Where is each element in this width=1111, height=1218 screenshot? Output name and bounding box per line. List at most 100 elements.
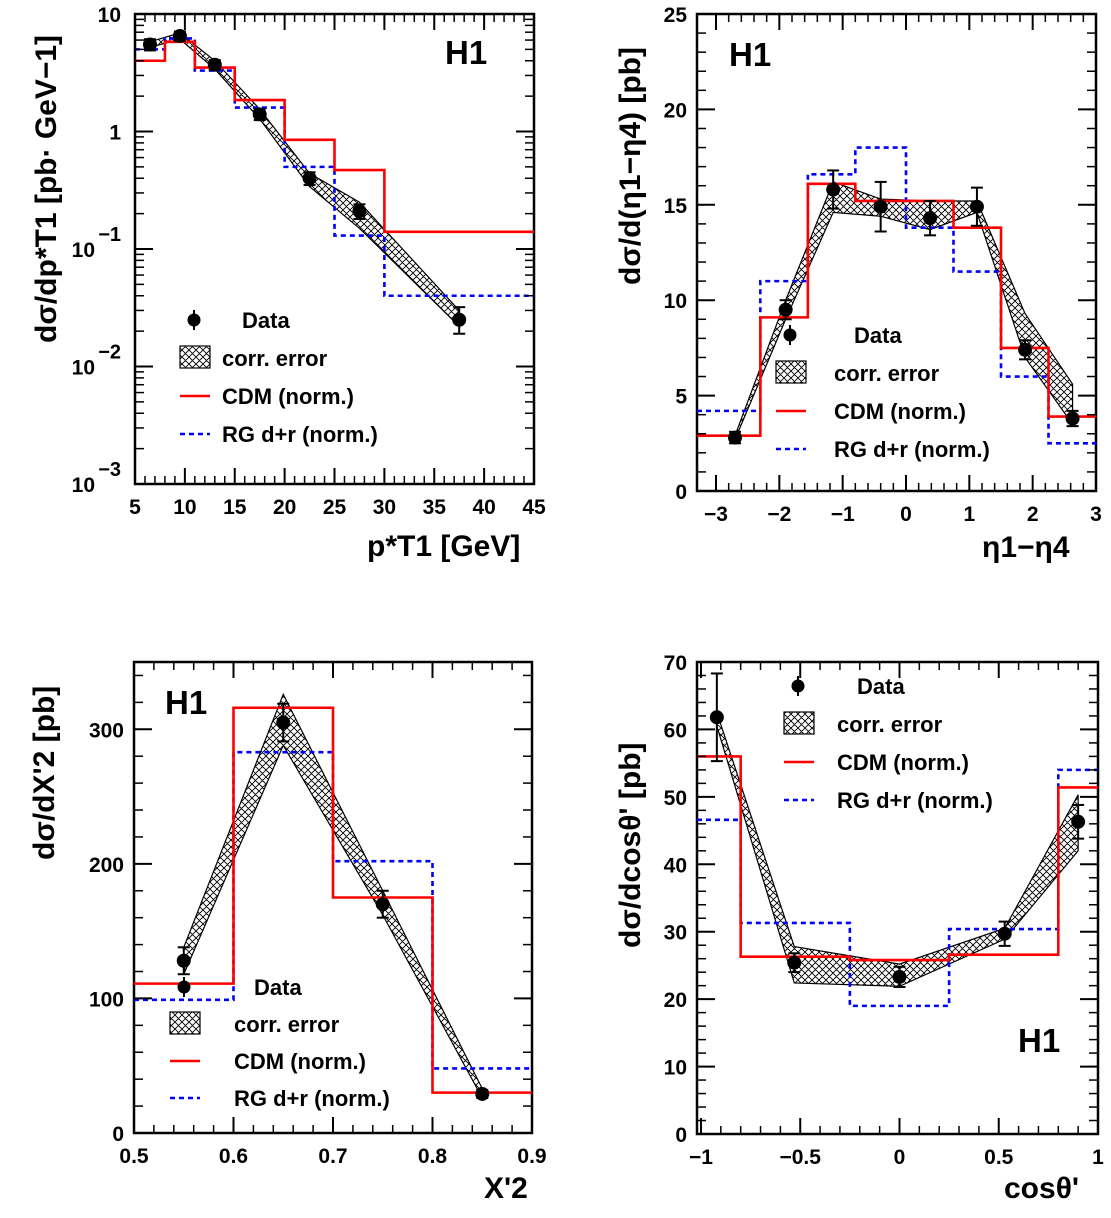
data-point	[352, 203, 367, 221]
legend-label-rg: RG d+r (norm.)	[222, 422, 378, 447]
data-marker	[375, 897, 390, 912]
y-tick-label: 15	[664, 195, 688, 218]
x-tick-label: −0.5	[779, 1146, 821, 1169]
x-tick-label: 3	[1090, 503, 1102, 526]
data-marker	[997, 926, 1012, 941]
rg-histogram-group	[697, 146, 1096, 445]
x-tick-label: 1	[1092, 1146, 1104, 1169]
y-axis-title: dσ/d(η1−η4) [pb]	[614, 47, 647, 285]
data-point	[778, 299, 793, 321]
data-marker	[892, 969, 907, 984]
cdm-histogram	[697, 182, 1096, 437]
y-tick-label: 10	[72, 474, 95, 497]
y-tick-label: 10	[98, 4, 121, 27]
x-tick-label: 30	[373, 496, 396, 519]
data-point	[176, 946, 191, 976]
data-point	[923, 199, 938, 237]
data-point	[302, 171, 317, 187]
legend-entry-cdm: CDM (norm.)	[784, 750, 969, 775]
legend-entry-corr-error: corr. error	[775, 360, 940, 386]
corr-error-band-group	[716, 712, 1079, 987]
legend-entry-rg: RG d+r (norm.)	[180, 422, 378, 447]
x-tick-label: 35	[423, 496, 447, 519]
h1-label: H1	[445, 34, 487, 71]
cdm-histogram	[697, 755, 1098, 962]
ticks-group: 0.5 0.6 0.7 0.8 0.9 0 100 200 300	[89, 662, 547, 1168]
legend: Data corr. error CDM (norm.) RG d+r (norm.)	[775, 323, 990, 462]
data-point	[207, 57, 222, 72]
legend-label-data: Data	[242, 308, 290, 333]
data-marker	[475, 1086, 490, 1101]
data-marker	[826, 182, 841, 197]
h1-label: H1	[165, 684, 207, 721]
x-axis-title: η1−η4	[982, 531, 1070, 564]
x-tick-label: −2	[767, 503, 791, 526]
y-tick-label: 1	[109, 122, 121, 145]
legend: Data corr. error CDM (norm.) RG d+r (norm.)	[783, 674, 993, 813]
legend-entry-rg: RG d+r (norm.)	[784, 788, 993, 813]
x-tick-label: 45	[522, 496, 546, 519]
legend-label-cdm: CDM (norm.)	[834, 399, 966, 424]
x-tick-label: 0.9	[517, 1145, 546, 1168]
x-tick-label: 0.6	[219, 1145, 248, 1168]
legend: Data corr. error CDM (norm.) RG d+r (norm.)	[179, 308, 378, 447]
data-point	[452, 306, 467, 335]
data-point	[375, 889, 390, 919]
data-point	[892, 965, 907, 989]
x-tick-label: 2	[1027, 503, 1039, 526]
legend-label-rg: RG d+r (norm.)	[234, 1086, 390, 1111]
data-points-group	[142, 28, 467, 335]
data-point	[826, 169, 841, 210]
rg-histogram	[697, 146, 1096, 445]
y-tick-label: 0	[112, 1123, 124, 1146]
legend-label-data: Data	[254, 975, 302, 1000]
x-axis-title: X'2	[484, 1172, 528, 1205]
h1-label: H1	[729, 36, 771, 73]
y-axis-title: dσ/dcosθ' [pb]	[614, 742, 647, 948]
data-point	[709, 672, 724, 763]
cdm-histogram-group	[134, 706, 532, 1094]
data-point	[969, 186, 984, 227]
x-tick-label: 0	[900, 503, 912, 526]
y-axis-title: dσ/dp*T1 [pb· GeV−1]	[30, 35, 63, 343]
legend-entry-data: Data	[187, 308, 290, 333]
y-tick-label: 0	[675, 1124, 687, 1147]
x-tick-label: 15	[223, 496, 247, 519]
y-tick-label: 200	[89, 854, 124, 877]
y-tick-label: 70	[664, 652, 687, 675]
y-tick-label: 10	[72, 239, 95, 262]
data-point	[787, 952, 802, 974]
legend-label-rg: RG d+r (norm.)	[837, 788, 993, 813]
legend-label-corr-error: corr. error	[834, 361, 940, 386]
data-marker	[709, 710, 724, 725]
y-tick-label: 30	[664, 922, 687, 945]
plot-frame	[695, 660, 1100, 1136]
data-point	[728, 430, 742, 445]
data-marker	[1018, 342, 1033, 357]
legend-band-swatch	[775, 360, 807, 384]
y-tick-exponent: −3	[98, 459, 121, 481]
y-tick-label: 25	[664, 4, 688, 27]
x-tick-label: 20	[273, 496, 296, 519]
data-point	[142, 37, 157, 52]
legend-band-swatch	[783, 711, 815, 735]
cdm-histogram-group	[135, 40, 534, 234]
y-tick-label: 10	[664, 1057, 687, 1080]
data-marker	[778, 302, 793, 317]
cdm-histogram	[134, 706, 532, 1094]
data-points-group	[176, 702, 490, 1101]
legend-entry-cdm: CDM (norm.)	[180, 384, 354, 409]
x-tick-label: −1	[689, 1146, 713, 1169]
data-point	[276, 702, 291, 743]
data-point	[1071, 803, 1086, 840]
legend-entry-cdm: CDM (norm.)	[170, 1049, 366, 1074]
x-tick-label: 40	[472, 496, 495, 519]
legend-label-corr-error: corr. error	[234, 1012, 340, 1037]
y-tick-label: 20	[664, 99, 687, 122]
plot-frame	[133, 12, 536, 486]
x-tick-label: −1	[831, 503, 855, 526]
legend-entry-cdm: CDM (norm.)	[776, 399, 966, 424]
